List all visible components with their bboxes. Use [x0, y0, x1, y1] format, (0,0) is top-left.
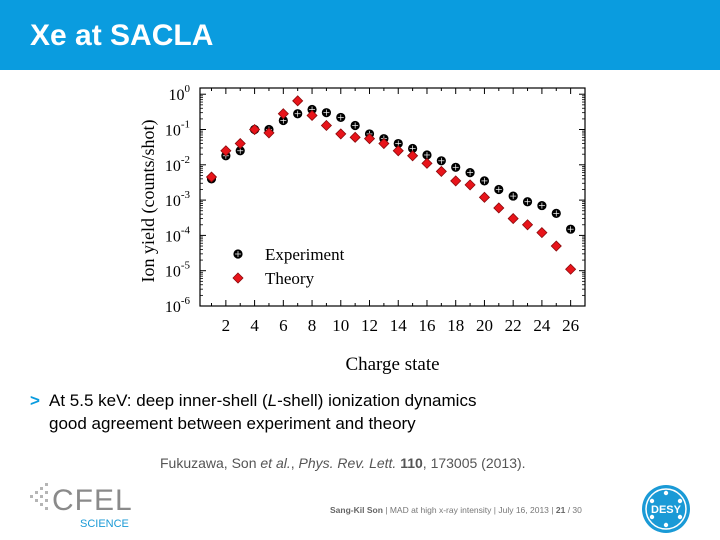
- legend-theory-marker: [232, 272, 244, 284]
- y-tick-label: 10-3: [165, 189, 191, 210]
- citation-volume: 110: [400, 455, 423, 471]
- footer-presenter: Sang-Kil Son: [330, 505, 383, 515]
- theory-point: [349, 131, 361, 143]
- theory-point: [521, 219, 534, 231]
- x-tick-label: 26: [562, 316, 579, 335]
- bullet-block: > At 5.5 keV: deep inner-shell (L-shell)…: [30, 389, 630, 435]
- x-tick-label: 12: [361, 316, 378, 335]
- theory-point: [392, 145, 404, 157]
- legend-experiment-label: Experiment: [265, 245, 345, 264]
- cfel-logo: CFEL SCIENCE: [30, 483, 133, 530]
- footer-page: 21: [555, 505, 566, 515]
- citation-etal: et al.: [260, 455, 291, 471]
- x-tick-label: 14: [390, 316, 408, 335]
- theory-point: [277, 108, 289, 120]
- theory-point: [421, 157, 433, 169]
- x-tick-label: 22: [505, 316, 522, 335]
- theory-point: [234, 137, 246, 150]
- theory-point: [363, 133, 376, 145]
- citation-journal: Phys. Rev. Lett.: [298, 455, 397, 471]
- bullet-line-1-italic: L: [267, 391, 278, 410]
- x-tick-label: 24: [533, 316, 551, 335]
- citation-sep: ,: [290, 455, 299, 471]
- x-tick-label: 10: [332, 316, 349, 335]
- y-tick-label: 100: [169, 83, 191, 104]
- theory-point: [320, 119, 332, 132]
- x-tick-label: 8: [308, 316, 317, 335]
- theory-point: [565, 263, 577, 275]
- x-tick-label: 6: [279, 316, 288, 335]
- theory-point: [550, 240, 562, 252]
- bullet-marker: >: [30, 391, 40, 410]
- bullet-line-1-post: -shell) ionization dynamics: [277, 391, 477, 410]
- theory-point: [263, 127, 275, 139]
- footer-text: Sang-Kil Son | MAD at high x-ray intensi…: [330, 505, 582, 515]
- x-tick-label: 2: [222, 316, 231, 335]
- title-bar: [0, 0, 720, 70]
- theory-point: [292, 95, 304, 107]
- bullet-line-2: good agreement between experiment and th…: [49, 414, 416, 433]
- x-tick-label: 20: [476, 316, 493, 335]
- desy-logo-text: DESY: [651, 504, 682, 516]
- x-tick-label: 16: [418, 316, 435, 335]
- cfel-logo-text: CFEL: [52, 484, 133, 517]
- theory-point: [450, 175, 462, 187]
- theory-point: [220, 145, 232, 157]
- theory-point: [507, 212, 519, 225]
- theory-point: [407, 150, 419, 162]
- desy-logo: DESY: [642, 485, 690, 533]
- y-tick-label: 10-6: [165, 295, 191, 316]
- theory-point: [464, 179, 476, 191]
- theory-point: [493, 202, 505, 214]
- y-tick-label: 10-1: [165, 119, 190, 140]
- y-tick-label: 10-5: [165, 260, 191, 281]
- theory-point: [478, 191, 491, 203]
- y-tick-label: 10-4: [165, 224, 191, 245]
- footer-talk: MAD at high x-ray intensity: [389, 505, 492, 515]
- y-tick-label: 10-2: [165, 154, 190, 175]
- theory-point: [306, 109, 318, 122]
- theory-point: [249, 123, 261, 136]
- theory-point: [205, 171, 218, 183]
- y-axis-label: Ion yield (counts/shot): [138, 120, 159, 283]
- theory-point: [536, 227, 548, 239]
- cfel-logo-sub: SCIENCE: [80, 518, 129, 530]
- footer-date: July 16, 2013: [498, 505, 549, 515]
- theory-point: [378, 137, 390, 150]
- x-axis-label: Charge state: [345, 354, 439, 375]
- theory-point: [435, 165, 447, 177]
- citation-authors: Fukuzawa, Son: [160, 455, 261, 471]
- bullet-line-1-pre: At 5.5 keV: deep inner-shell (: [49, 391, 268, 410]
- footer-total: / 30: [567, 505, 582, 515]
- theory-point: [335, 128, 347, 140]
- legend-theory-label: Theory: [265, 269, 315, 288]
- plot-frame: [199, 87, 586, 307]
- x-tick-label: 4: [250, 316, 259, 335]
- citation: Fukuzawa, Son et al., Phys. Rev. Lett. 1…: [160, 455, 526, 471]
- citation-rest: , 173005 (2013).: [422, 455, 526, 471]
- bullet-line-1: At 5.5 keV: deep inner-shell (L-shell) i…: [30, 389, 630, 412]
- slide-title: Xe at SACLA: [30, 19, 214, 52]
- x-tick-label: 18: [447, 316, 464, 335]
